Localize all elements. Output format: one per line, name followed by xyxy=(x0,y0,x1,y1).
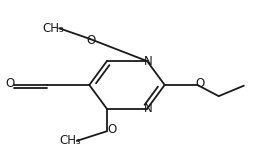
Text: N: N xyxy=(144,102,153,115)
Text: O: O xyxy=(195,77,204,90)
Text: O: O xyxy=(108,123,117,136)
Text: O: O xyxy=(5,77,14,90)
Text: CH₃: CH₃ xyxy=(60,134,81,147)
Text: CH₃: CH₃ xyxy=(42,22,64,36)
Text: O: O xyxy=(86,34,95,47)
Text: N: N xyxy=(144,55,153,68)
